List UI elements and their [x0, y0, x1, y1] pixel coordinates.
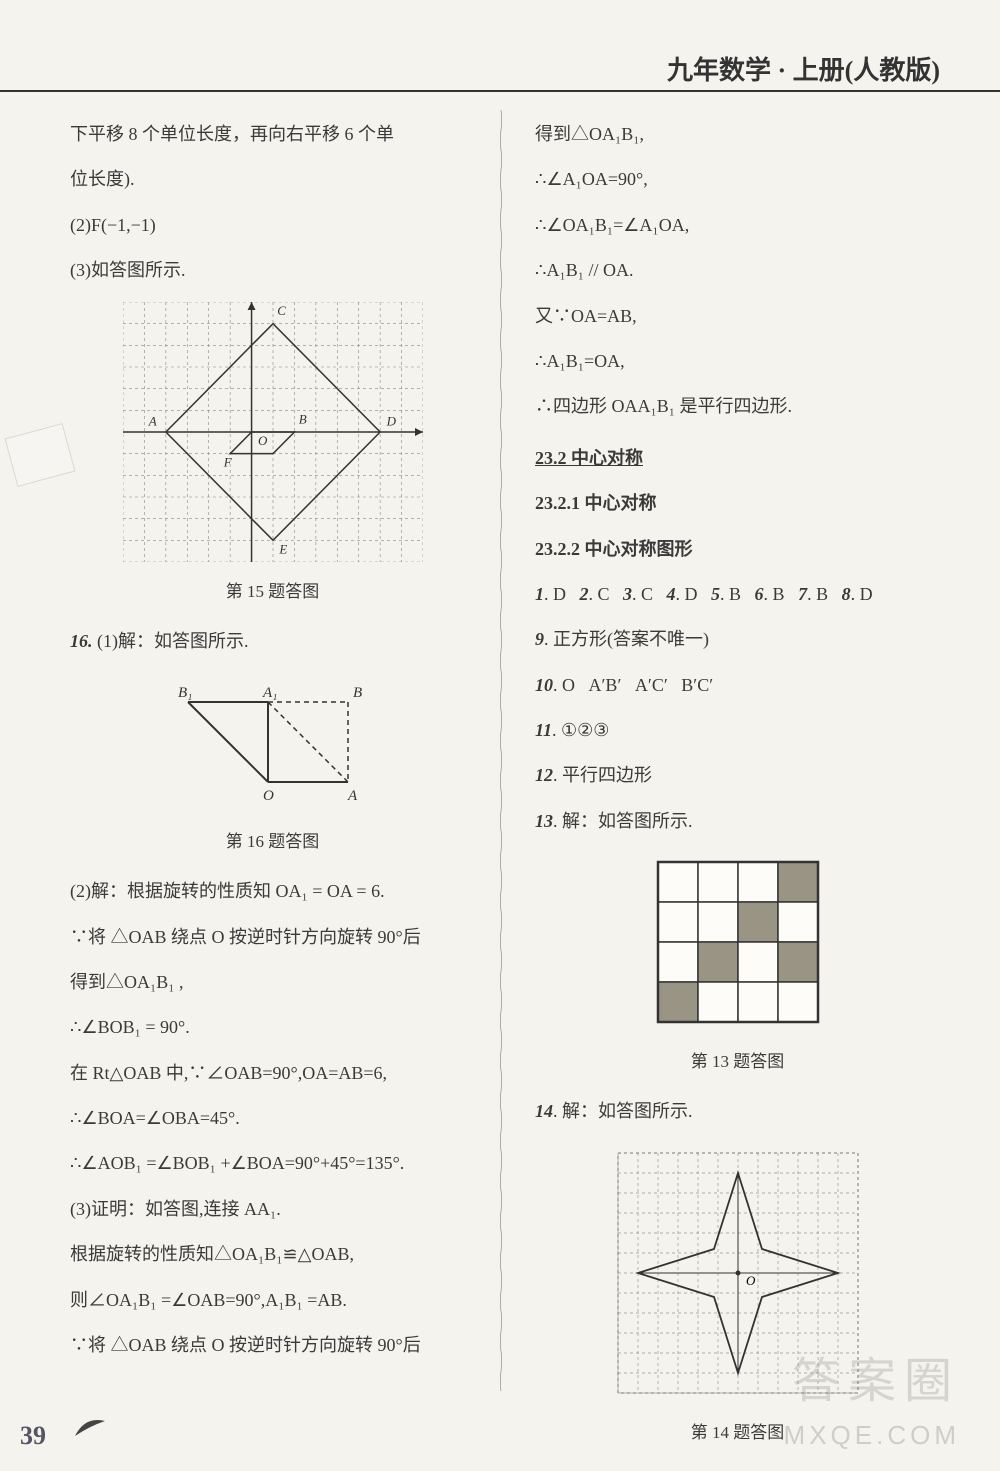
figure-16: B₁ A₁ B O A	[70, 672, 475, 812]
text-line: 位长度).	[70, 159, 475, 200]
text: . 平行四边形	[553, 765, 652, 785]
figure-15: yxOABCDEF	[70, 302, 475, 562]
svg-text:O: O	[263, 788, 274, 804]
figure-13	[535, 852, 940, 1032]
text-line: (2)F(−1,−1)	[70, 205, 475, 246]
text-line: 14. 解：如答图所示.	[535, 1091, 940, 1132]
watermark-text: 答案圈	[792, 1341, 960, 1411]
figure-caption: 第 15 题答图	[70, 572, 475, 611]
text: . 解：如答图所示.	[553, 1101, 693, 1121]
svg-text:E: E	[278, 541, 287, 556]
text-line: (3)如答图所示.	[70, 250, 475, 291]
text-line: 得到△OA₁B₁ ,	[70, 962, 475, 1003]
svg-text:O: O	[258, 433, 268, 448]
text-line: 又∵OA=AB,	[535, 296, 940, 337]
svg-text:B₁: B₁	[178, 685, 192, 701]
item-number: 16.	[70, 631, 93, 651]
text-line: 13. 解：如答图所示.	[535, 801, 940, 842]
text: . O A′B′ A′C′ B′C′	[553, 675, 713, 695]
text-line: 9. 正方形(答案不唯一)	[535, 619, 940, 660]
text-line: (3)证明：如答图,连接 AA₁.	[70, 1189, 475, 1230]
text-line: ∴∠AOB₁ =∠BOB₁ +∠BOA=90°+45°=135°.	[70, 1143, 475, 1184]
text-line: 在 Rt△OAB 中,∵∠OAB=90°,OA=AB=6,	[70, 1053, 475, 1094]
svg-text:B: B	[353, 685, 362, 701]
text-line: 得到△OA₁B₁,	[535, 114, 940, 155]
svg-text:C: C	[277, 303, 286, 318]
page-number: 39	[20, 1421, 46, 1451]
grid-shade-icon	[648, 852, 828, 1032]
text-line: 根据旋转的性质知△OA₁B₁≌△OAB,	[70, 1234, 475, 1275]
text-line: ∴A₁B₁ // OA.	[535, 250, 940, 291]
right-column: 得到△OA₁B₁, ∴∠A₁OA=90°, ∴∠OA₁B₁=∠A₁OA, ∴A₁…	[505, 110, 950, 1391]
left-column: 下平移 8 个单位长度，再向右平移 6 个单 位长度). (2)F(−1,−1)…	[60, 110, 505, 1391]
text-line: ∴∠BOA=∠OBA=45°.	[70, 1098, 475, 1139]
text: (1)解：如答图所示.	[97, 631, 249, 651]
text: . 解：如答图所示.	[553, 811, 693, 831]
text-line: ∴A₁B₁=OA,	[535, 341, 940, 382]
sub-heading: 23.2.1 中心对称	[535, 483, 940, 524]
text-line: 16. (1)解：如答图所示.	[70, 621, 475, 662]
watermark-url: MXQE.COM	[784, 1420, 960, 1451]
text-line: (2)解：根据旋转的性质知 OA₁ = OA = 6.	[70, 871, 475, 912]
answer-row: 1. D 2. C 3. C 4. D 5. B 6. B 7. B 8. D	[535, 574, 940, 615]
svg-text:A: A	[347, 788, 358, 804]
text-line: 10. O A′B′ A′C′ B′C′	[535, 665, 940, 706]
text-line: 下平移 8 个单位长度，再向右平移 6 个单	[70, 114, 475, 155]
figure-caption: 第 13 题答图	[535, 1042, 940, 1081]
sub-heading: 23.2.2 中心对称图形	[535, 529, 940, 570]
text-line: ∴∠A₁OA=90°,	[535, 159, 940, 200]
triangle-diagram-icon: B₁ A₁ B O A	[168, 672, 378, 812]
text-line: 12. 平行四边形	[535, 755, 940, 796]
grid-chart-icon: yxOABCDEF	[123, 302, 423, 562]
svg-text:A: A	[147, 413, 156, 428]
svg-text:F: F	[222, 454, 232, 469]
text-line: 11. ①②③	[535, 710, 940, 751]
columns: 下平移 8 个单位长度，再向右平移 6 个单 位长度). (2)F(−1,−1)…	[60, 110, 950, 1391]
page: 九年数学 · 上册(人教版) 下平移 8 个单位长度，再向右平移 6 个单 位长…	[0, 0, 1000, 1471]
text-line: ∵将 △OAB 绕点 O 按逆时针方向旋转 90°后	[70, 917, 475, 958]
page-title: 九年数学 · 上册(人教版)	[667, 50, 940, 87]
svg-text:O: O	[746, 1273, 756, 1288]
text-line: ∴四边形 OAA₁B₁ 是平行四边形.	[535, 386, 940, 427]
text-line: 则∠OA₁B₁ =∠OAB=90°,A₁B₁ =AB.	[70, 1280, 475, 1321]
text-line: ∴∠OA₁B₁=∠A₁OA,	[535, 205, 940, 246]
text-line: ∵将 △OAB 绕点 O 按逆时针方向旋转 90°后	[70, 1325, 475, 1366]
text: . ①②③	[552, 720, 609, 740]
svg-text:D: D	[385, 413, 396, 428]
header-rule	[0, 90, 1000, 92]
figure-caption: 第 16 题答图	[70, 822, 475, 861]
section-heading: 23.2 中心对称	[535, 438, 940, 479]
text: . 正方形(答案不唯一)	[544, 629, 709, 649]
leaf-icon	[70, 1411, 110, 1441]
svg-text:A₁: A₁	[262, 685, 277, 701]
text-line: ∴∠BOB₁ = 90°.	[70, 1007, 475, 1048]
svg-text:B: B	[298, 411, 306, 426]
